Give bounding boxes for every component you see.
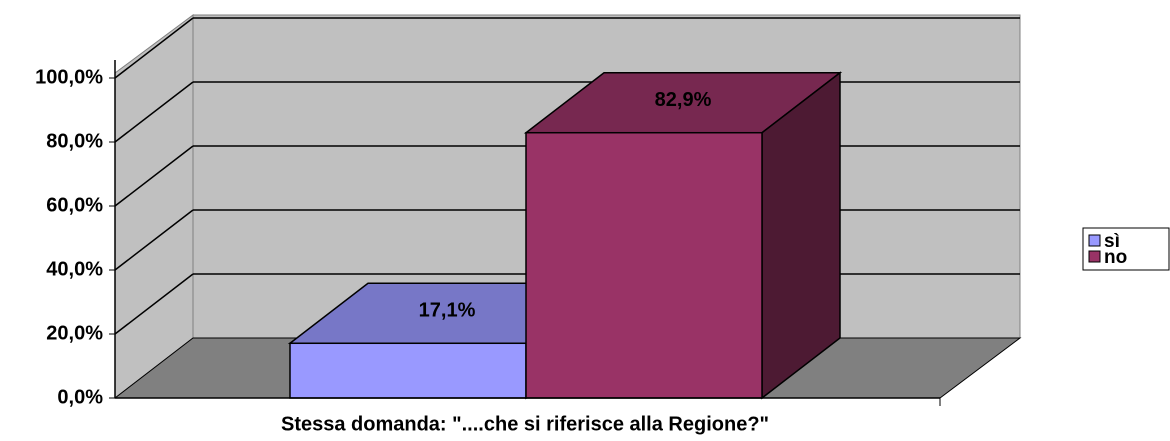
- bar: [289, 342, 527, 399]
- y-tick-label: 0,0%: [57, 386, 103, 408]
- legend-label: no: [1104, 247, 1127, 268]
- value-label: 17,1%: [419, 300, 476, 322]
- grid-line: [114, 209, 194, 271]
- y-tick-label: 40,0%: [46, 258, 103, 280]
- bar: [525, 131, 763, 399]
- value-label: 82,9%: [655, 89, 712, 111]
- grid-line: [114, 145, 194, 207]
- side-wall: [114, 14, 194, 400]
- y-tick-label: 100,0%: [35, 66, 103, 88]
- grid-line: [114, 273, 194, 335]
- y-tick-label: 60,0%: [46, 194, 103, 216]
- legend-swatch: [1088, 234, 1101, 247]
- x-axis-label: Stessa domanda: "....che si riferisce al…: [281, 413, 769, 435]
- legend-swatch: [1088, 250, 1101, 263]
- grid-line: [114, 81, 194, 143]
- y-tick-label: 20,0%: [46, 322, 103, 344]
- y-tick-label: 80,0%: [46, 130, 103, 152]
- legend-label: sì: [1104, 231, 1120, 252]
- grid-line: [114, 17, 194, 79]
- bars: [287, 71, 843, 400]
